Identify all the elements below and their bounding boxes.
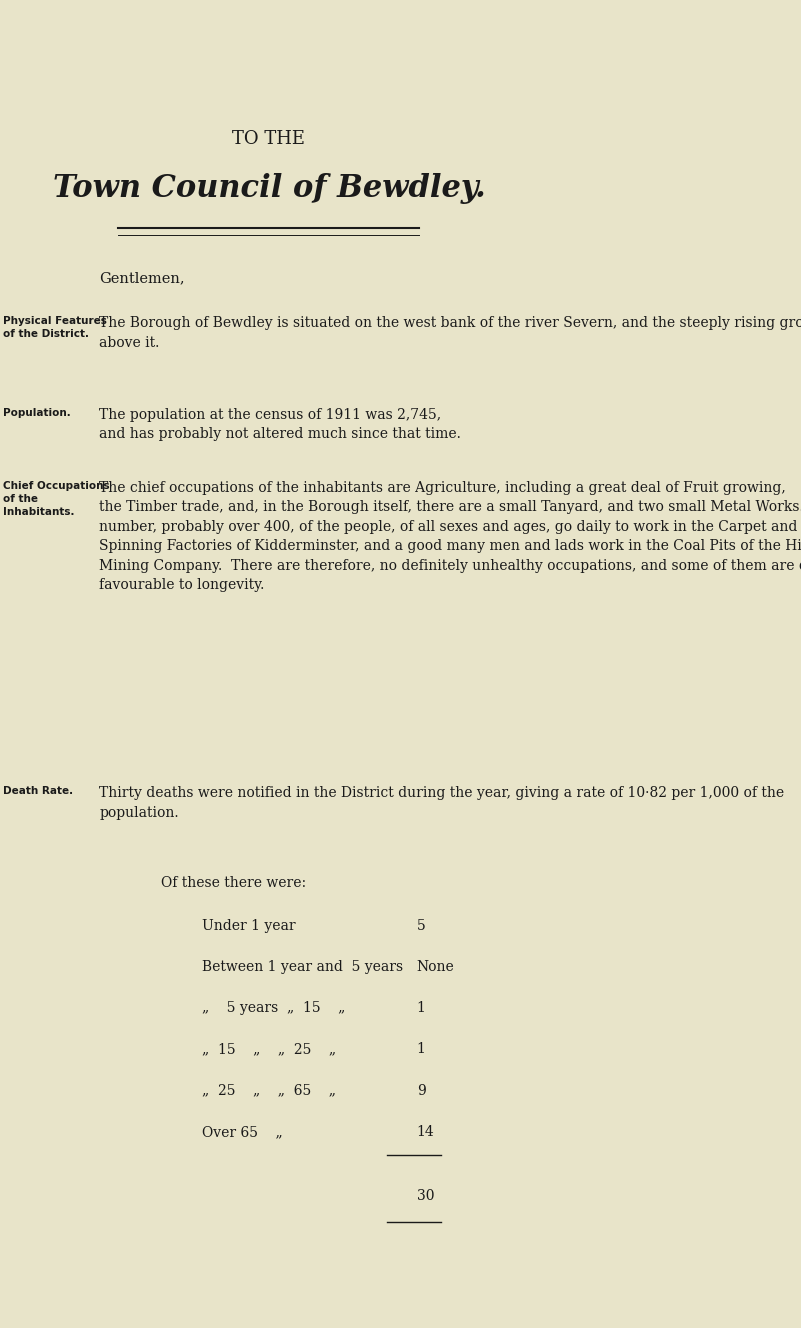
Text: Town Council of Bewdley.: Town Council of Bewdley. xyxy=(53,173,485,205)
Text: Thirty deaths were notified in the District during the year, giving a rate of 10: Thirty deaths were notified in the Distr… xyxy=(99,786,785,819)
Text: 30: 30 xyxy=(417,1189,434,1203)
Text: The chief occupations of the inhabitants are Agriculture, including a great deal: The chief occupations of the inhabitants… xyxy=(99,481,801,592)
Text: 9: 9 xyxy=(417,1084,425,1098)
Text: TO THE: TO THE xyxy=(232,130,305,149)
Text: Under 1 year: Under 1 year xyxy=(202,919,296,934)
Text: „  25    „    „  65    „: „ 25 „ „ 65 „ xyxy=(202,1084,336,1098)
Text: Between 1 year and  5 years: Between 1 year and 5 years xyxy=(202,960,403,975)
Text: None: None xyxy=(417,960,454,975)
Text: „    5 years  „  15    „: „ 5 years „ 15 „ xyxy=(202,1001,345,1016)
Text: „  15    „    „  25    „: „ 15 „ „ 25 „ xyxy=(202,1042,336,1057)
Text: Death Rate.: Death Rate. xyxy=(2,786,73,797)
Text: The population at the census of 1911 was 2,745,
and has probably not altered muc: The population at the census of 1911 was… xyxy=(99,408,461,441)
Text: The Borough of Bewdley is situated on the west bank of the river Severn, and the: The Borough of Bewdley is situated on th… xyxy=(99,316,801,349)
Text: Over 65    „: Over 65 „ xyxy=(202,1125,283,1139)
Text: Of these there were:: Of these there were: xyxy=(161,876,307,891)
Text: 5: 5 xyxy=(417,919,425,934)
Text: Gentlemen,: Gentlemen, xyxy=(99,271,185,286)
Text: Chief Occupations
of the
Inhabitants.: Chief Occupations of the Inhabitants. xyxy=(2,481,109,517)
Text: 1: 1 xyxy=(417,1001,425,1016)
Text: Population.: Population. xyxy=(2,408,70,418)
Text: Physical Features
of the District.: Physical Features of the District. xyxy=(2,316,107,339)
Text: 14: 14 xyxy=(417,1125,435,1139)
Text: 1: 1 xyxy=(417,1042,425,1057)
